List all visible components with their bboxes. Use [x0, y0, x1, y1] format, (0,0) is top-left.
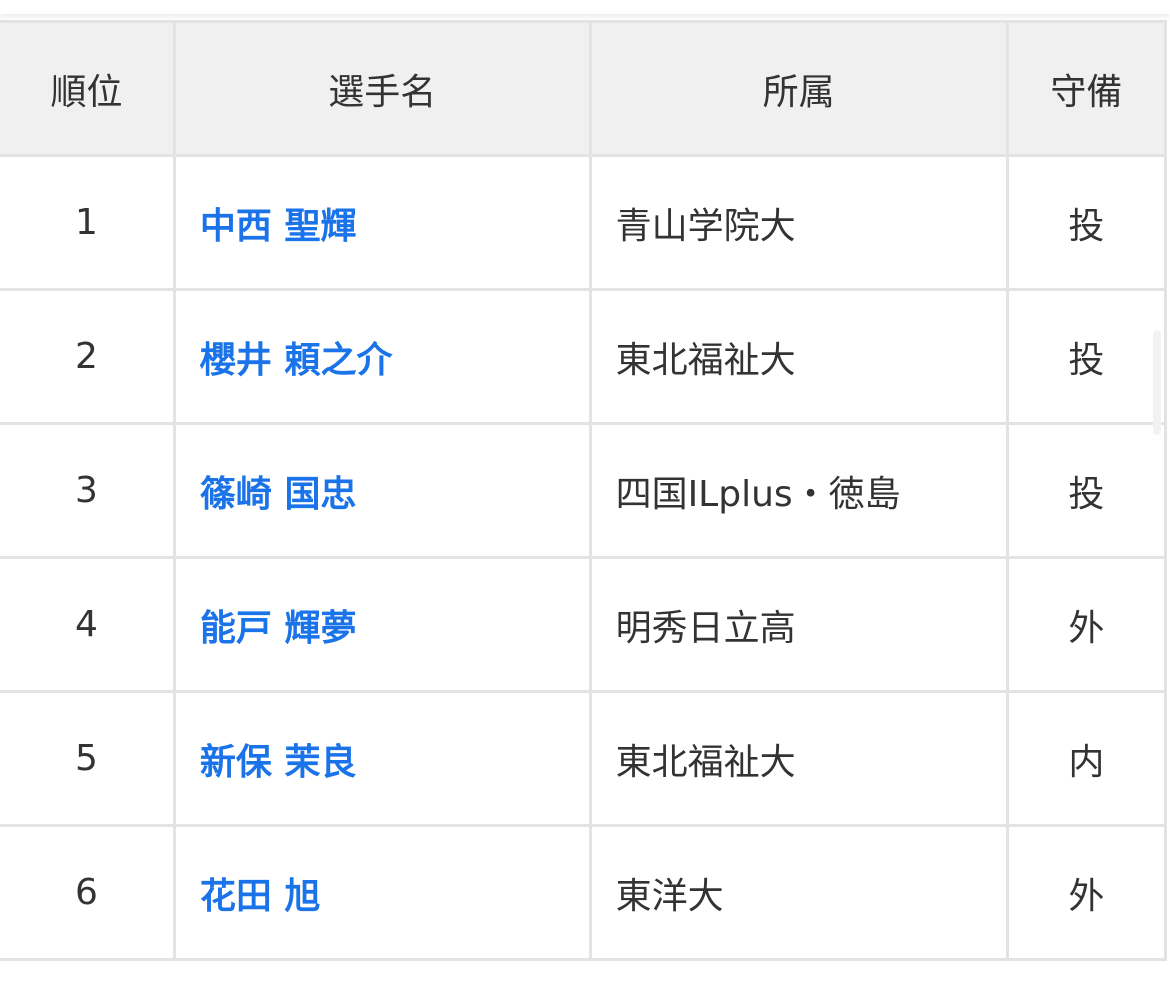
player-name-link[interactable]: 櫻井 頼之介: [172, 288, 592, 425]
table-row: 2 櫻井 頼之介 東北福祉大投: [0, 288, 1168, 425]
position-cell: 内: [1005, 690, 1168, 827]
table-row: 6 花田 旭東洋大外: [0, 824, 1168, 961]
position-cell: 投: [1005, 422, 1168, 559]
team-cell: 青山学院大: [588, 154, 1009, 291]
table-row: 4 能戸 輝夢 明秀日立高外: [0, 556, 1168, 693]
team-cell: 四国ILplus・徳島: [588, 422, 1009, 559]
table-row: 3 篠崎 国忠 四国ILplus・徳島投: [0, 422, 1168, 559]
team-cell: 東北福祉大: [588, 288, 1009, 425]
top-bar: [0, 0, 1170, 14]
team-cell: 東北福祉大: [588, 690, 1009, 827]
player-name-link[interactable]: 中西 聖輝: [172, 154, 592, 291]
position-cell: 投: [1005, 288, 1168, 425]
rank-cell: 2: [0, 288, 176, 425]
draft-table: 順位 選手名 所属 守備 1 中西 聖輝 青山学院大投 2 櫻井 頼之介 東北福祉大投 3 篠…: [0, 20, 1168, 961]
rank-cell: 4: [0, 556, 176, 693]
position-cell: 投: [1005, 154, 1168, 291]
table-row: 5 新保 茉良 東北福祉大内: [0, 690, 1168, 827]
player-name-link[interactable]: 能戸 輝夢: [172, 556, 592, 693]
header-team: 所属: [588, 20, 1009, 157]
rank-cell: 1: [0, 154, 176, 291]
table-header: 順位 選手名 所属 守備: [0, 20, 1168, 157]
header-rank: 順位: [0, 20, 176, 157]
header-name: 選手名: [172, 20, 592, 157]
player-name-link[interactable]: 篠崎 国忠: [172, 422, 592, 559]
header-position: 守備: [1005, 20, 1168, 157]
player-name-link[interactable]: 花田 旭: [172, 824, 592, 961]
rank-cell: 3: [0, 422, 176, 559]
table-row: 1 中西 聖輝 青山学院大投: [0, 154, 1168, 291]
rank-cell: 5: [0, 690, 176, 827]
player-name-link[interactable]: 新保 茉良: [172, 690, 592, 827]
team-cell: 東洋大: [588, 824, 1009, 961]
position-cell: 外: [1005, 824, 1168, 961]
rank-cell: 6: [0, 824, 176, 961]
position-cell: 外: [1005, 556, 1168, 693]
team-cell: 明秀日立高: [588, 556, 1009, 693]
scrollbar[interactable]: [1153, 330, 1161, 435]
